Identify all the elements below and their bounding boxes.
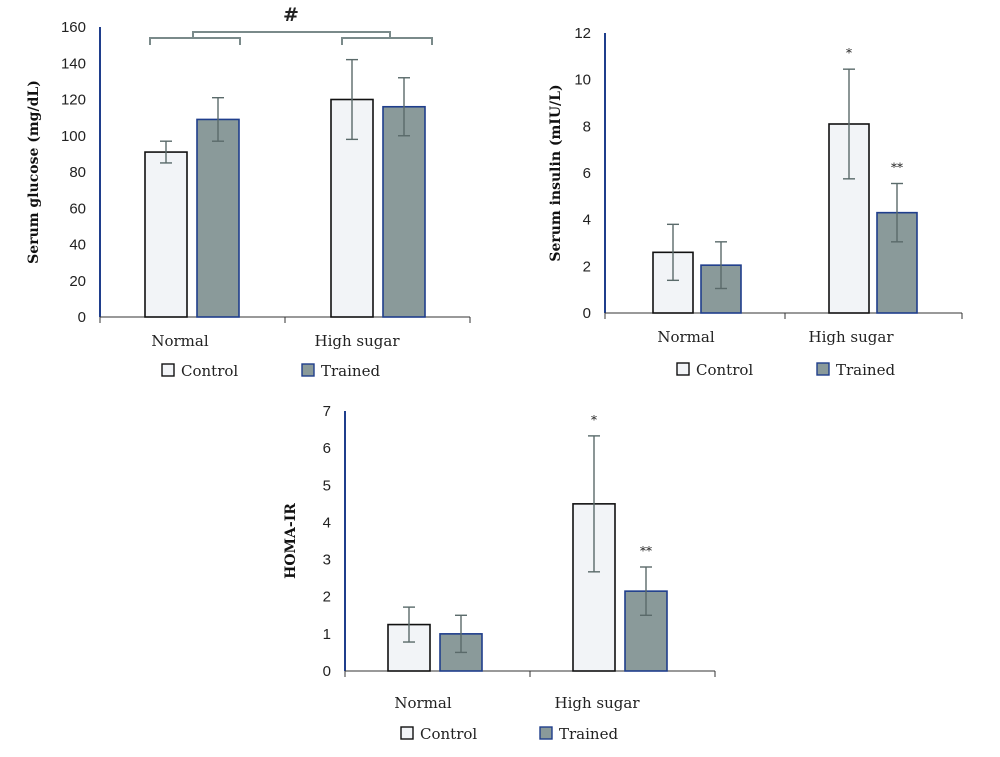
category-label: High sugar [809,328,895,346]
y-tick-label: 20 [69,273,86,290]
bar-control [144,151,188,318]
chart-1: 0 20 40 60 80 100 120 140 160 Serum glucose (mg/d… [26,4,471,380]
y-axis-label: HOMA-IR [283,503,299,579]
y-tick-label: 12 [574,25,591,42]
bracket-top [192,31,391,38]
category-label: Normal [657,328,714,346]
y-tick-label: 40 [69,237,86,254]
category-label: Normal [151,332,208,350]
legend-label-control: Control [181,362,238,380]
y-tick-label: 80 [69,164,86,181]
bar-control [828,123,870,314]
category-label: High sugar [315,332,401,350]
y-tick-label: 10 [574,72,591,89]
y-tick-label: 4 [583,212,591,229]
category-label: Normal [394,694,451,712]
y-tick-label: 6 [583,165,591,182]
y-tick-label: 100 [61,128,86,145]
y-tick-label: 2 [583,258,591,275]
hash-annotation: # [283,4,299,26]
legend-label-trained: Trained [559,725,618,743]
legend-swatch-control [676,362,690,376]
y-tick-label: 0 [323,663,331,680]
legend-label-control: Control [696,361,753,379]
significance-star: ** [891,161,903,175]
chart-2: 0 2 4 6 8 10 12 Serum insulin (mIU/L) Normal High… [548,25,963,379]
legend-label-control: Control [420,725,477,743]
y-tick-label: 3 [323,552,331,569]
y-tick-label: 0 [583,305,591,322]
y-tick-label: 1 [323,626,331,643]
legend-label-trained: Trained [836,361,895,379]
category-label: High sugar [555,694,641,712]
y-tick-label: 160 [61,19,86,36]
y-axis-label: Serum glucose (mg/dL) [26,80,42,264]
y-tick-label: 60 [69,200,86,217]
bracket-high-sugar [341,37,433,45]
y-tick-label: 0 [78,309,86,326]
y-tick-label: 7 [323,403,331,420]
significance-star: * [846,46,852,60]
y-tick-label: 120 [61,92,86,109]
bar-trained [382,105,426,318]
significance-star: ** [640,544,652,558]
legend-label-trained: Trained [321,362,380,380]
legend-swatch-trained [539,726,553,740]
y-tick-label: 5 [323,477,331,494]
bar-trained [196,118,240,318]
significance-bracket [149,31,433,45]
y-tick-label: 4 [323,514,331,531]
legend: Control Trained [400,725,618,743]
y-tick-label: 6 [323,440,331,457]
legend-swatch-control [161,363,175,377]
y-axis-label: Serum insulin (mIU/L) [548,84,564,261]
y-tick-label: 140 [61,55,86,72]
bracket-normal [149,37,241,45]
y-tick-label: 2 [323,589,331,606]
legend-swatch-trained [816,362,830,376]
legend-swatch-control [400,726,414,740]
legend: Control Trained [161,362,380,380]
significance-star: * [591,413,597,427]
legend: Control Trained [676,361,895,379]
legend-swatch-trained [301,363,315,377]
y-tick-label: 8 [583,118,591,135]
